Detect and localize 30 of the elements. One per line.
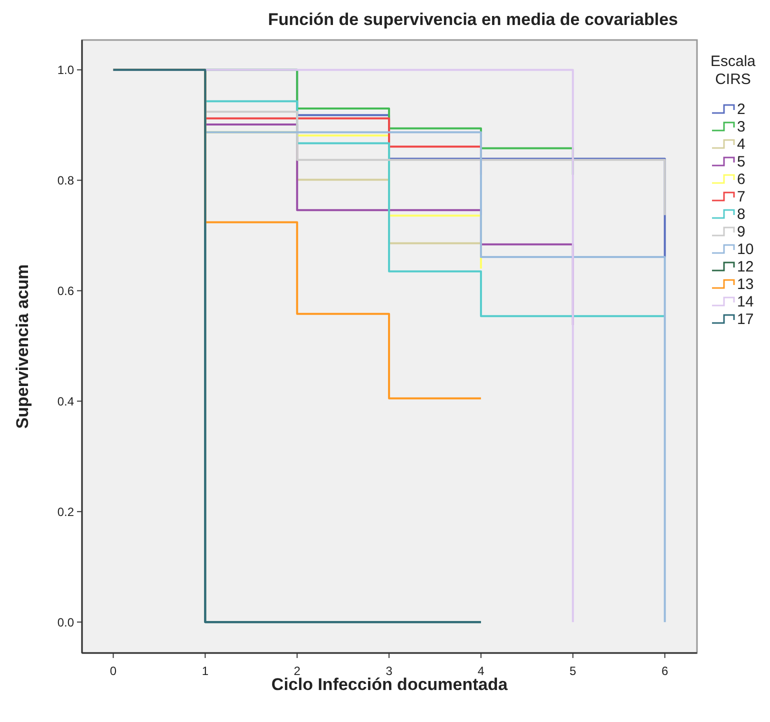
legend-label: 8 xyxy=(737,206,746,223)
x-tick-label: 0 xyxy=(110,664,117,678)
y-tick-label: 0.6 xyxy=(57,284,74,298)
legend-title: Escala CIRS xyxy=(710,53,756,88)
x-tick-label: 6 xyxy=(661,664,668,678)
y-tick-label: 1.0 xyxy=(57,63,74,78)
y-tick-label: 0.0 xyxy=(57,615,74,630)
x-tick-label: 4 xyxy=(478,664,485,678)
x-tick-label: 3 xyxy=(386,664,393,678)
chart-title: Función de supervivencia en media de covariables xyxy=(268,10,678,29)
legend-label: 6 xyxy=(737,171,746,188)
y-tick-label: 0.8 xyxy=(57,173,74,188)
x-axis-title: Ciclo Infección documentada xyxy=(271,675,508,694)
legend-label: 9 xyxy=(737,224,746,240)
legend-label: 3 xyxy=(737,118,746,136)
legend-label: 10 xyxy=(737,241,754,258)
legend-label: 12 xyxy=(737,258,754,276)
legend-label: 17 xyxy=(737,311,754,328)
legend-label: 5 xyxy=(737,154,746,170)
legend-label: 4 xyxy=(737,136,746,153)
y-tick-label: 0.4 xyxy=(57,394,74,408)
legend-label: 13 xyxy=(737,276,754,293)
x-tick-label: 2 xyxy=(294,664,301,678)
x-tick-label: 5 xyxy=(570,664,577,678)
legend-label: 7 xyxy=(737,188,746,206)
y-axis-title: Supervivencia acum xyxy=(13,264,32,429)
y-tick-label: 0.2 xyxy=(57,504,74,519)
legend-label: 2 xyxy=(737,101,746,118)
legend-label: 14 xyxy=(737,294,754,310)
x-tick-label: 1 xyxy=(202,664,209,678)
